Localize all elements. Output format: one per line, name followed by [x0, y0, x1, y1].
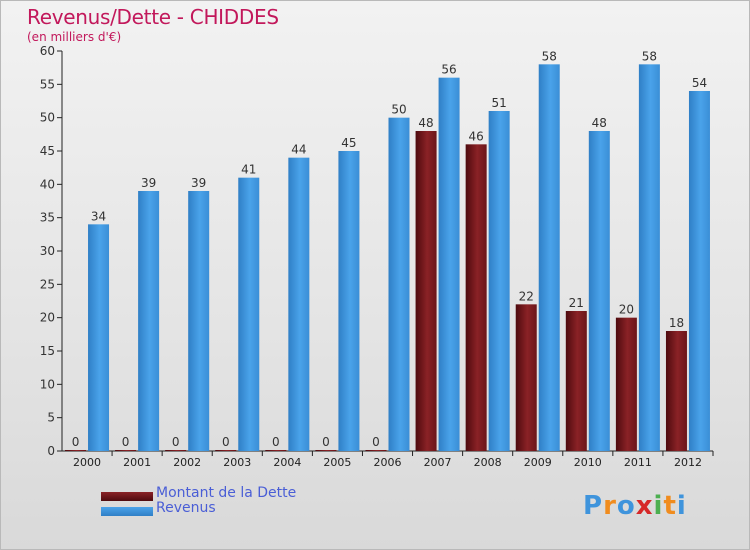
x-tick-label: 2005 — [323, 456, 351, 469]
logo-letter: o — [616, 491, 636, 521]
revenus-bar — [538, 64, 560, 452]
y-tick-label: 35 — [40, 211, 55, 225]
debt-bar — [115, 450, 137, 451]
debt-value-label: 48 — [418, 116, 433, 130]
debt-value-label: 18 — [669, 316, 684, 330]
debt-bar — [215, 450, 237, 451]
revenus-value-label: 56 — [441, 63, 456, 77]
debt-value-label: 0 — [372, 435, 380, 449]
x-tick-label: 2008 — [474, 456, 502, 469]
logo-letter: x — [635, 491, 654, 521]
y-tick-label: 40 — [40, 177, 55, 191]
logo-letter: P — [583, 491, 604, 521]
y-tick-label: 30 — [40, 244, 55, 258]
x-tick-label: 2011 — [624, 456, 652, 469]
revenus-bar — [138, 191, 160, 451]
revenus-bar — [338, 151, 360, 451]
debt-value-label: 0 — [272, 435, 280, 449]
chart-title: Revenus/Dette - CHIDDES — [27, 5, 279, 29]
debt-value-label: 46 — [469, 129, 484, 143]
revenus-value-label: 58 — [542, 49, 557, 63]
x-tick-label: 2000 — [73, 456, 101, 469]
debt-bar — [615, 317, 637, 451]
revenus-value-label: 34 — [91, 209, 106, 223]
revenus-value-label: 45 — [341, 136, 356, 150]
y-tick-label: 50 — [40, 111, 55, 125]
debt-value-label: 0 — [72, 435, 80, 449]
debt-bar — [465, 144, 487, 452]
debt-bar — [515, 304, 537, 451]
logo-letter: r — [603, 491, 617, 521]
revenus-value-label: 48 — [592, 116, 607, 130]
x-tick-label: 2007 — [424, 456, 452, 469]
debt-bar — [265, 450, 287, 451]
y-tick-label: 15 — [40, 344, 55, 358]
x-tick-label: 2009 — [524, 456, 552, 469]
debt-value-label: 0 — [172, 435, 180, 449]
revenus-value-label: 41 — [241, 163, 256, 177]
debt-bar — [665, 331, 687, 451]
y-tick-label: 55 — [40, 77, 55, 91]
debt-bar — [365, 450, 387, 451]
debt-bar — [565, 311, 587, 451]
proxiti-logo: Proxiti — [583, 491, 687, 521]
revenus-value-label: 50 — [391, 103, 406, 117]
debt-value-label: 22 — [519, 289, 534, 303]
x-tick-label: 2002 — [173, 456, 201, 469]
x-tick-label: 2006 — [374, 456, 402, 469]
chart-subtitle: (en milliers d'€) — [27, 30, 122, 44]
revenus-bar — [288, 157, 310, 451]
debt-bar — [415, 131, 437, 451]
debt-bar — [165, 450, 187, 451]
revenus-bar — [188, 191, 210, 451]
revenus-value-label: 58 — [642, 49, 657, 63]
revenus-bar — [238, 177, 260, 451]
legend-label-revenus: Revenus — [156, 500, 216, 516]
debt-bar — [65, 450, 87, 451]
y-tick-label: 5 — [47, 411, 55, 425]
y-tick-label: 25 — [40, 277, 55, 291]
revenus-bar — [688, 91, 710, 451]
revenus-value-label: 44 — [291, 143, 306, 157]
revenus-bar — [388, 117, 410, 452]
logo-letter: t — [663, 491, 677, 521]
x-tick-label: 2004 — [273, 456, 301, 469]
legend-swatch-debt — [101, 492, 153, 501]
logo-letter: i — [653, 491, 664, 521]
y-tick-label: 10 — [40, 377, 55, 391]
debt-value-label: 0 — [322, 435, 330, 449]
x-tick-label: 2010 — [574, 456, 602, 469]
y-tick-label: 60 — [40, 44, 55, 58]
debt-value-label: 20 — [619, 303, 634, 317]
revenus-bar — [88, 224, 110, 451]
logo-letter: i — [676, 491, 687, 521]
revenus-value-label: 51 — [492, 96, 507, 110]
revenus-value-label: 39 — [191, 176, 206, 190]
debt-value-label: 0 — [222, 435, 230, 449]
legend-swatch-revenus — [101, 507, 153, 516]
revenus-bar — [588, 131, 610, 451]
debt-value-label: 21 — [569, 296, 584, 310]
legend-label-debt: Montant de la Dette — [156, 485, 297, 501]
revenus-bar — [638, 64, 660, 452]
y-tick-label: 45 — [40, 144, 55, 158]
debt-value-label: 0 — [122, 435, 130, 449]
revenus-bar — [438, 77, 460, 452]
x-tick-label: 2003 — [223, 456, 251, 469]
revenus-value-label: 54 — [692, 76, 707, 90]
y-tick-label: 20 — [40, 311, 55, 325]
y-tick-label: 0 — [47, 444, 55, 458]
x-tick-label: 2001 — [123, 456, 151, 469]
revenus-value-label: 39 — [141, 176, 156, 190]
x-tick-label: 2012 — [674, 456, 702, 469]
revenus-bar — [488, 111, 510, 451]
debt-bar — [315, 450, 337, 451]
